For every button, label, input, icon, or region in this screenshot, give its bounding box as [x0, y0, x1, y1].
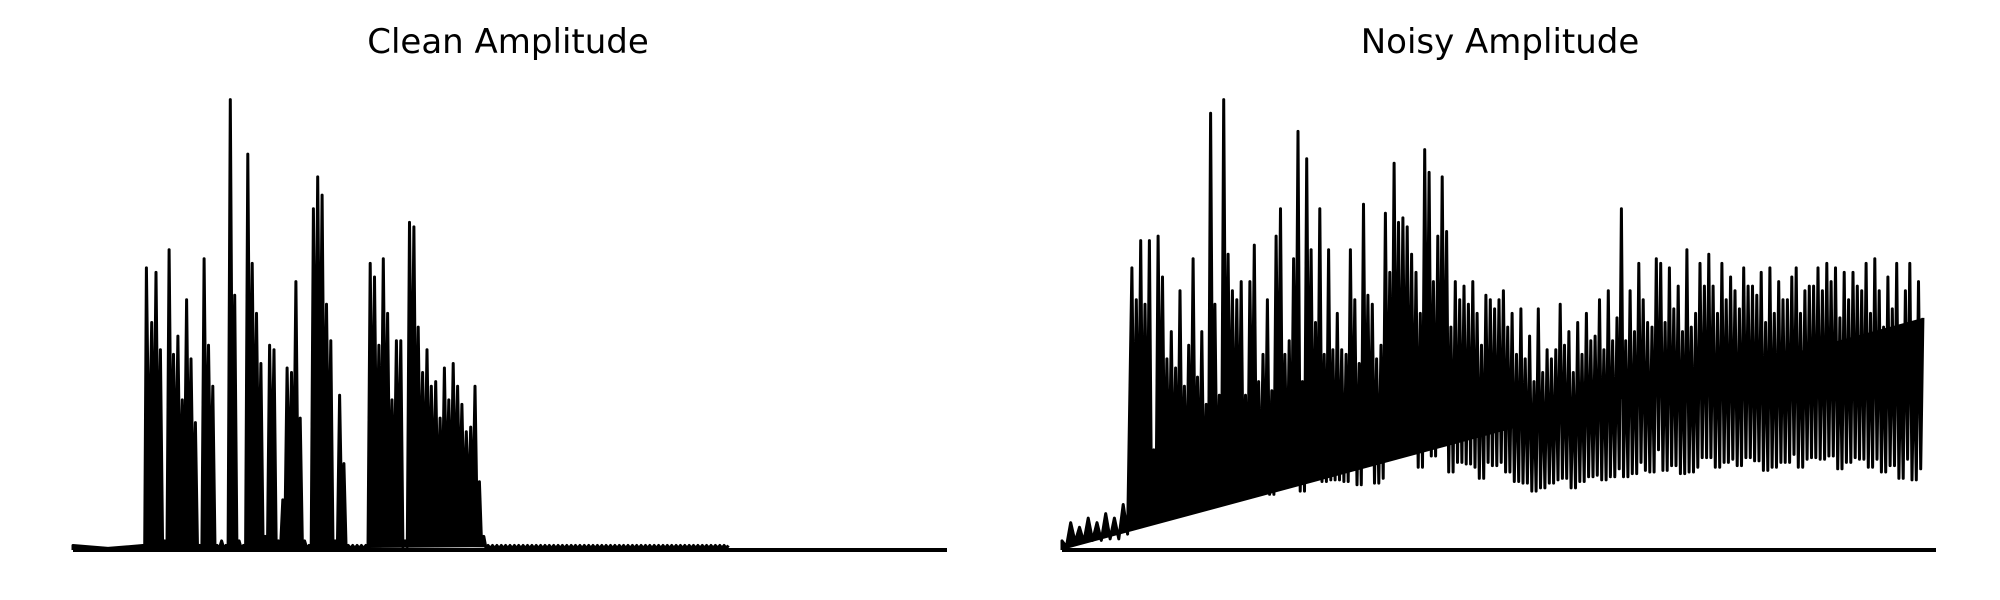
clean-amplitude-panel: Clean Amplitude	[71, 22, 947, 552]
chart-title: Noisy Amplitude	[1360, 22, 1640, 62]
noisy-amplitude-panel: Noisy Amplitude	[1000, 0, 2000, 600]
noisy-amplitude-plot	[1060, 98, 1936, 552]
amplitude-area-series-0	[71, 98, 730, 550]
chart-title: Clean Amplitude	[367, 22, 649, 62]
amplitude-area-series-0	[1060, 98, 1925, 550]
clean-amplitude-plot	[71, 98, 947, 552]
